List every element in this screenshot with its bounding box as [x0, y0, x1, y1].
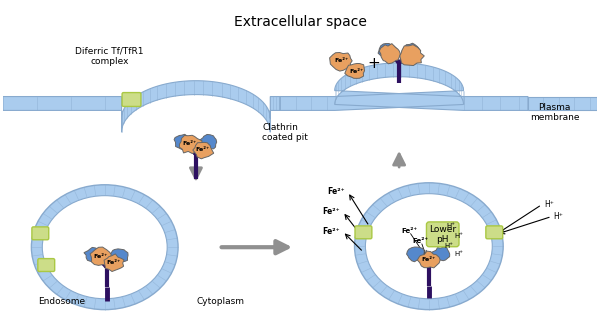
Ellipse shape — [355, 183, 503, 310]
Polygon shape — [402, 43, 421, 58]
Polygon shape — [400, 45, 424, 66]
Text: Cytoplasm: Cytoplasm — [197, 297, 245, 306]
Text: Fe²⁺: Fe²⁺ — [322, 227, 340, 236]
Text: Plasma
membrane: Plasma membrane — [530, 103, 580, 122]
Text: Fe²⁺: Fe²⁺ — [94, 254, 108, 259]
Ellipse shape — [365, 194, 492, 299]
FancyBboxPatch shape — [355, 226, 372, 239]
Polygon shape — [110, 249, 128, 263]
Text: Fe²⁺: Fe²⁺ — [401, 228, 417, 234]
Text: Fe²⁺: Fe²⁺ — [327, 187, 344, 196]
Text: Clathrin
coated pit: Clathrin coated pit — [262, 123, 308, 142]
FancyBboxPatch shape — [486, 226, 503, 239]
Polygon shape — [280, 63, 528, 111]
Text: Fe²⁺: Fe²⁺ — [322, 207, 340, 216]
Text: H⁺: H⁺ — [444, 243, 453, 249]
Polygon shape — [174, 134, 193, 149]
Polygon shape — [378, 43, 397, 59]
Polygon shape — [90, 247, 112, 266]
Polygon shape — [199, 135, 217, 149]
Text: H⁺: H⁺ — [454, 251, 463, 257]
Polygon shape — [104, 254, 124, 272]
FancyBboxPatch shape — [32, 227, 49, 240]
Polygon shape — [84, 247, 103, 262]
Polygon shape — [2, 81, 280, 132]
Polygon shape — [193, 142, 214, 159]
Text: Fe²⁺: Fe²⁺ — [196, 146, 210, 152]
Text: Extracellular space: Extracellular space — [233, 15, 367, 29]
Text: Fe²⁺: Fe²⁺ — [413, 238, 429, 244]
FancyBboxPatch shape — [38, 259, 55, 272]
Ellipse shape — [31, 185, 178, 310]
Polygon shape — [379, 44, 400, 64]
Polygon shape — [345, 63, 365, 78]
Text: Fe²⁺: Fe²⁺ — [335, 58, 349, 63]
Text: Endosome: Endosome — [38, 297, 86, 306]
Text: +: + — [367, 56, 380, 71]
Text: Fe²⁺: Fe²⁺ — [349, 69, 364, 74]
Text: Diferric Tf/TfR1
complex: Diferric Tf/TfR1 complex — [76, 46, 144, 66]
Polygon shape — [418, 251, 440, 268]
Polygon shape — [432, 247, 449, 261]
Text: H⁺: H⁺ — [454, 233, 463, 239]
Text: H⁺: H⁺ — [544, 200, 554, 209]
Polygon shape — [407, 247, 424, 262]
Text: H⁺: H⁺ — [446, 223, 455, 229]
Polygon shape — [329, 53, 352, 71]
FancyBboxPatch shape — [122, 93, 141, 106]
Polygon shape — [528, 96, 598, 111]
Text: H⁺: H⁺ — [554, 212, 563, 221]
Ellipse shape — [42, 196, 167, 299]
Text: Fe²⁺: Fe²⁺ — [183, 140, 197, 146]
Text: Lower
pH: Lower pH — [429, 225, 456, 244]
Text: Fe²⁺: Fe²⁺ — [107, 260, 121, 265]
Polygon shape — [179, 135, 202, 153]
Text: Fe²⁺: Fe²⁺ — [422, 257, 436, 261]
